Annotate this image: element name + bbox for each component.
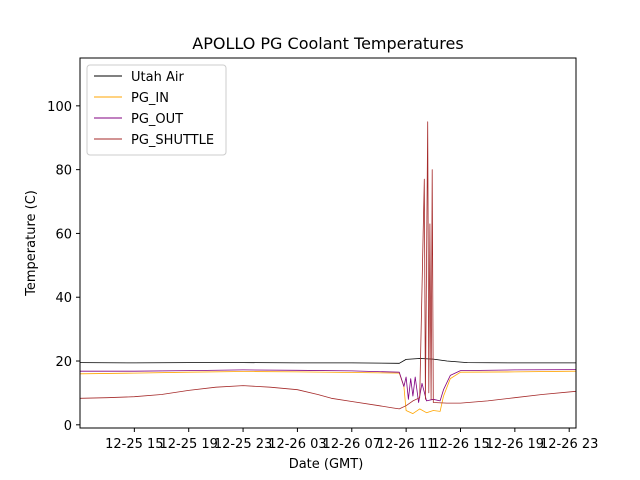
legend-box	[86, 64, 227, 156]
y-tick-label: 100	[47, 100, 72, 115]
series-line-utah-air	[79, 358, 576, 364]
x-tick-label: 12-26 03	[268, 437, 326, 452]
x-tick-label: 12-26 19	[486, 437, 544, 452]
y-axis-ticks: 0 20 40 60 80 100	[47, 100, 80, 434]
x-tick-label: 12-26 07	[323, 437, 381, 452]
legend: Utah Air PG_IN PG_OUT PG_SHUTTLE	[86, 64, 227, 156]
x-tick-label: 12-25 23	[214, 437, 272, 452]
series-line-pg-shuttle	[79, 121, 577, 410]
x-axis-label: Date (GMT)	[289, 457, 364, 472]
chart-title: APOLLO PG Coolant Temperatures	[192, 34, 463, 53]
y-axis-label: Temperature (C)	[24, 190, 39, 297]
y-tick-label: 60	[55, 227, 72, 242]
y-tick-label: 80	[55, 164, 72, 179]
legend-label: PG_OUT	[131, 112, 183, 127]
plot-frame	[79, 57, 577, 429]
legend-label: Utah Air	[131, 70, 184, 85]
x-tick-label: 12-25 19	[159, 437, 217, 452]
y-tick-label: 40	[55, 291, 72, 306]
series-line-pg-in	[79, 370, 577, 414]
y-tick-label: 0	[64, 419, 72, 434]
legend-label: PG_SHUTTLE	[131, 133, 214, 148]
x-tick-label: 12-26 23	[540, 437, 598, 452]
x-tick-label: 12-26 15	[431, 437, 489, 452]
x-tick-label: 12-25 15	[105, 437, 163, 452]
series-layer	[79, 121, 577, 414]
series-line-pg-out	[80, 369, 577, 403]
y-tick-label: 20	[55, 355, 72, 370]
x-tick-label: 12-26 11	[377, 437, 435, 452]
legend-label: PG_IN	[131, 91, 169, 106]
